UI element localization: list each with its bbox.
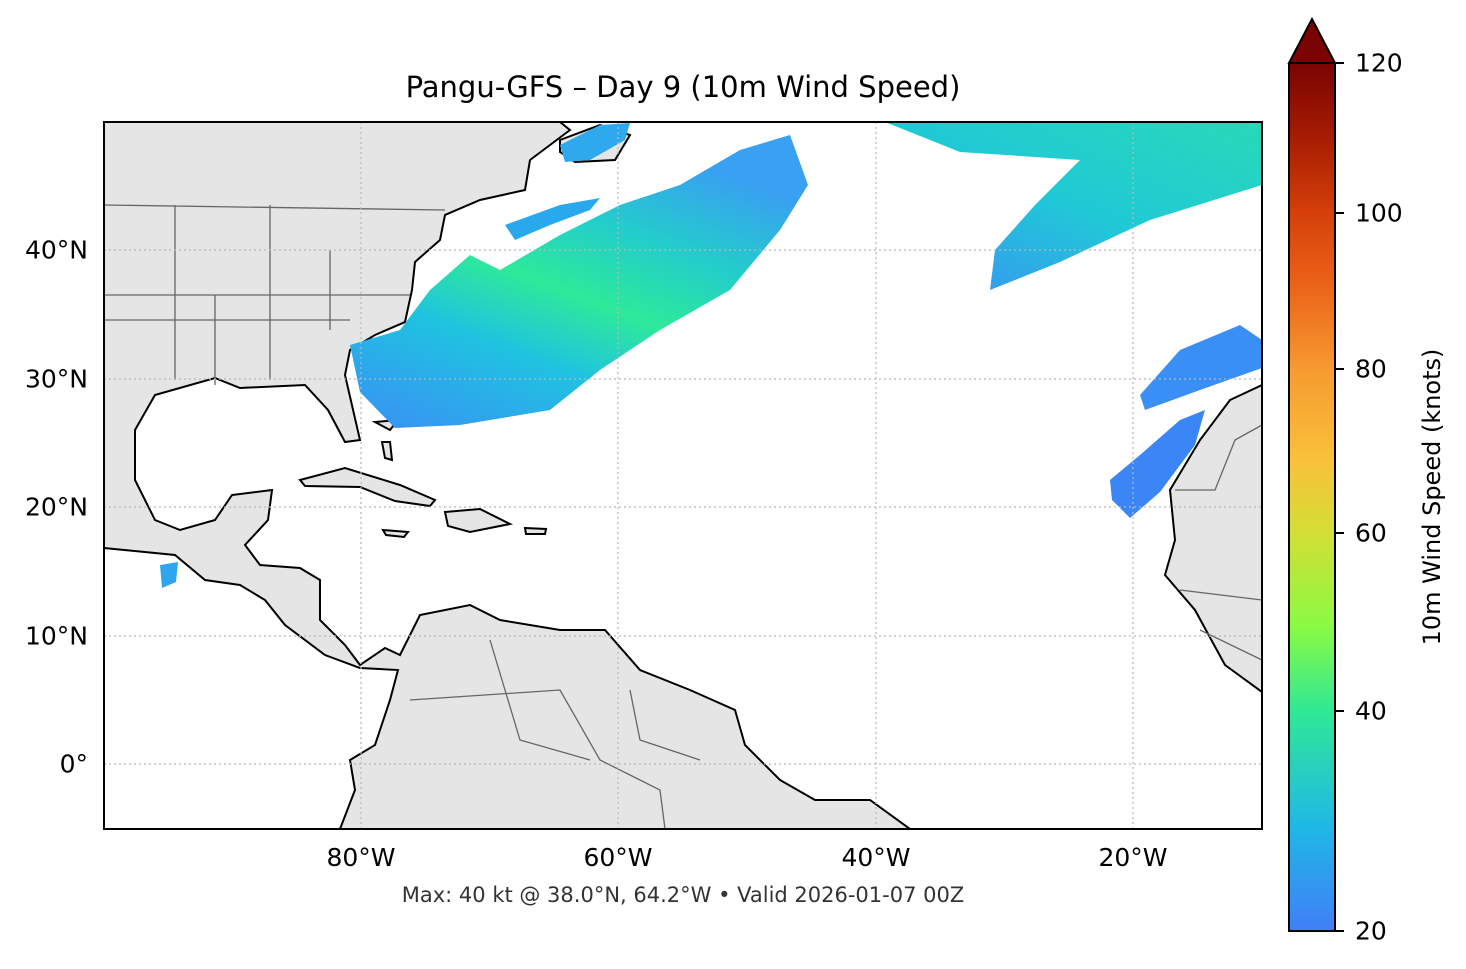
x-tick-label: 60°W xyxy=(583,843,653,872)
colorbar-tick-label: 20 xyxy=(1355,916,1387,946)
wind-swath-gulf-band xyxy=(505,198,600,240)
colorbar-tick-label: 120 xyxy=(1355,48,1403,78)
colorbar-ticks xyxy=(1335,62,1344,932)
colorbar-tick-label: 80 xyxy=(1355,354,1387,384)
gridlines xyxy=(104,122,1262,829)
political-borders xyxy=(104,204,1262,829)
wind-swath-western-atlantic xyxy=(350,135,808,428)
wind-spot-pacific xyxy=(160,562,178,588)
chart-title: Pangu-GFS – Day 9 (10m Wind Speed) xyxy=(405,70,961,104)
colorbar xyxy=(1287,16,1344,932)
y-tick-label: 40°N xyxy=(24,235,88,265)
land-americas xyxy=(104,122,912,829)
wind-field xyxy=(160,122,1262,588)
land-cuba xyxy=(298,466,437,508)
y-tick-label: 0° xyxy=(59,749,88,779)
x-tick-label: 20°W xyxy=(1098,843,1168,872)
colorbar-gradient xyxy=(1288,62,1336,932)
x-tick-label: 80°W xyxy=(326,843,396,872)
colorbar-tick-label: 60 xyxy=(1355,518,1387,548)
land-jamaica xyxy=(381,528,410,539)
colorbar-tick-label: 40 xyxy=(1355,696,1387,726)
colorbar-tick-label: 100 xyxy=(1355,198,1403,228)
land-hispaniola xyxy=(443,507,514,534)
wind-swath-cape-verde xyxy=(1110,410,1205,518)
y-tick-label: 30°N xyxy=(24,364,88,394)
map-frame xyxy=(103,121,1263,830)
land-puerto-rico xyxy=(523,526,548,535)
wind-swath-canaries xyxy=(1140,325,1262,410)
wind-swath-north-central-atlantic xyxy=(885,122,1262,290)
footer-annotation: Max: 40 kt @ 38.0°N, 64.2°W • Valid 2026… xyxy=(401,883,965,907)
x-tick-label: 40°W xyxy=(841,843,911,872)
colorbar-label: 10m Wind Speed (knots) xyxy=(1418,348,1446,646)
land-africa xyxy=(1163,383,1262,694)
colorbar-extend-arrow xyxy=(1287,16,1337,64)
y-tick-label: 20°N xyxy=(24,492,88,522)
y-tick-label: 10°N xyxy=(24,621,88,651)
wind-swath-newfoundland-band xyxy=(560,123,630,162)
